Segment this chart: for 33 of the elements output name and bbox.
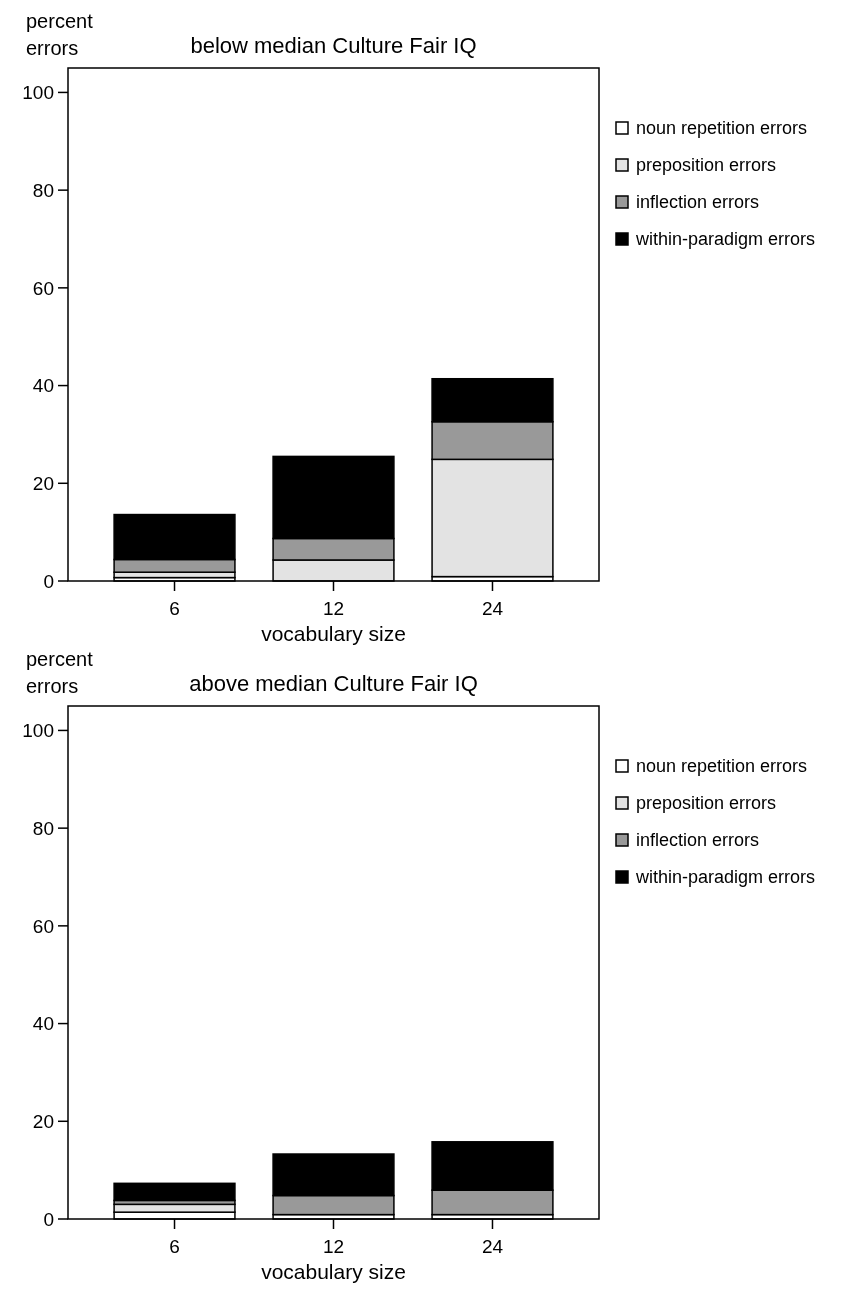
legend-label: within-paradigm errors [635,229,816,250]
x-axis-title: vocabulary size [261,622,406,645]
x-tick-label: 24 [481,598,504,619]
y-tick-label: 80 [32,817,54,839]
y-tick-label: 0 [43,1208,54,1230]
x-axis-title: vocabulary size [261,1260,406,1283]
x-tick-label: 12 [322,598,345,619]
legend-label: noun repetition errors [636,756,808,777]
y-axis-title: percent errors [26,648,94,697]
y-tick-label: 40 [32,375,54,397]
legend-label: inflection errors [636,192,760,213]
x-tick-label: 6 [169,598,180,619]
legend-label: noun repetition errors [636,118,808,139]
legend-label: preposition errors [636,155,777,176]
y-tick-label: 60 [32,915,54,937]
y-axis-title: percent errors [26,10,94,59]
y-tick-label: 20 [32,1110,54,1132]
x-tick-label: 24 [481,1236,504,1257]
x-tick-label: 6 [169,1236,180,1257]
y-tick-label: 100 [22,82,54,104]
y-tick-label: 40 [32,1013,54,1035]
chart-title: below median Culture Fair IQ [190,33,477,58]
y-tick-label: 20 [32,472,54,494]
legend-label: preposition errors [636,793,777,814]
y-tick-label: 60 [32,277,54,299]
legend-label: inflection errors [636,830,760,851]
y-tick-label: 80 [32,179,54,201]
legend-label: within-paradigm errors [635,867,816,888]
bar [113,1182,236,1202]
y-tick-label: 0 [43,570,54,592]
chart-title: above median Culture Fair IQ [189,671,478,696]
x-tick-label: 12 [322,1236,345,1257]
y-tick-label: 100 [22,720,54,742]
